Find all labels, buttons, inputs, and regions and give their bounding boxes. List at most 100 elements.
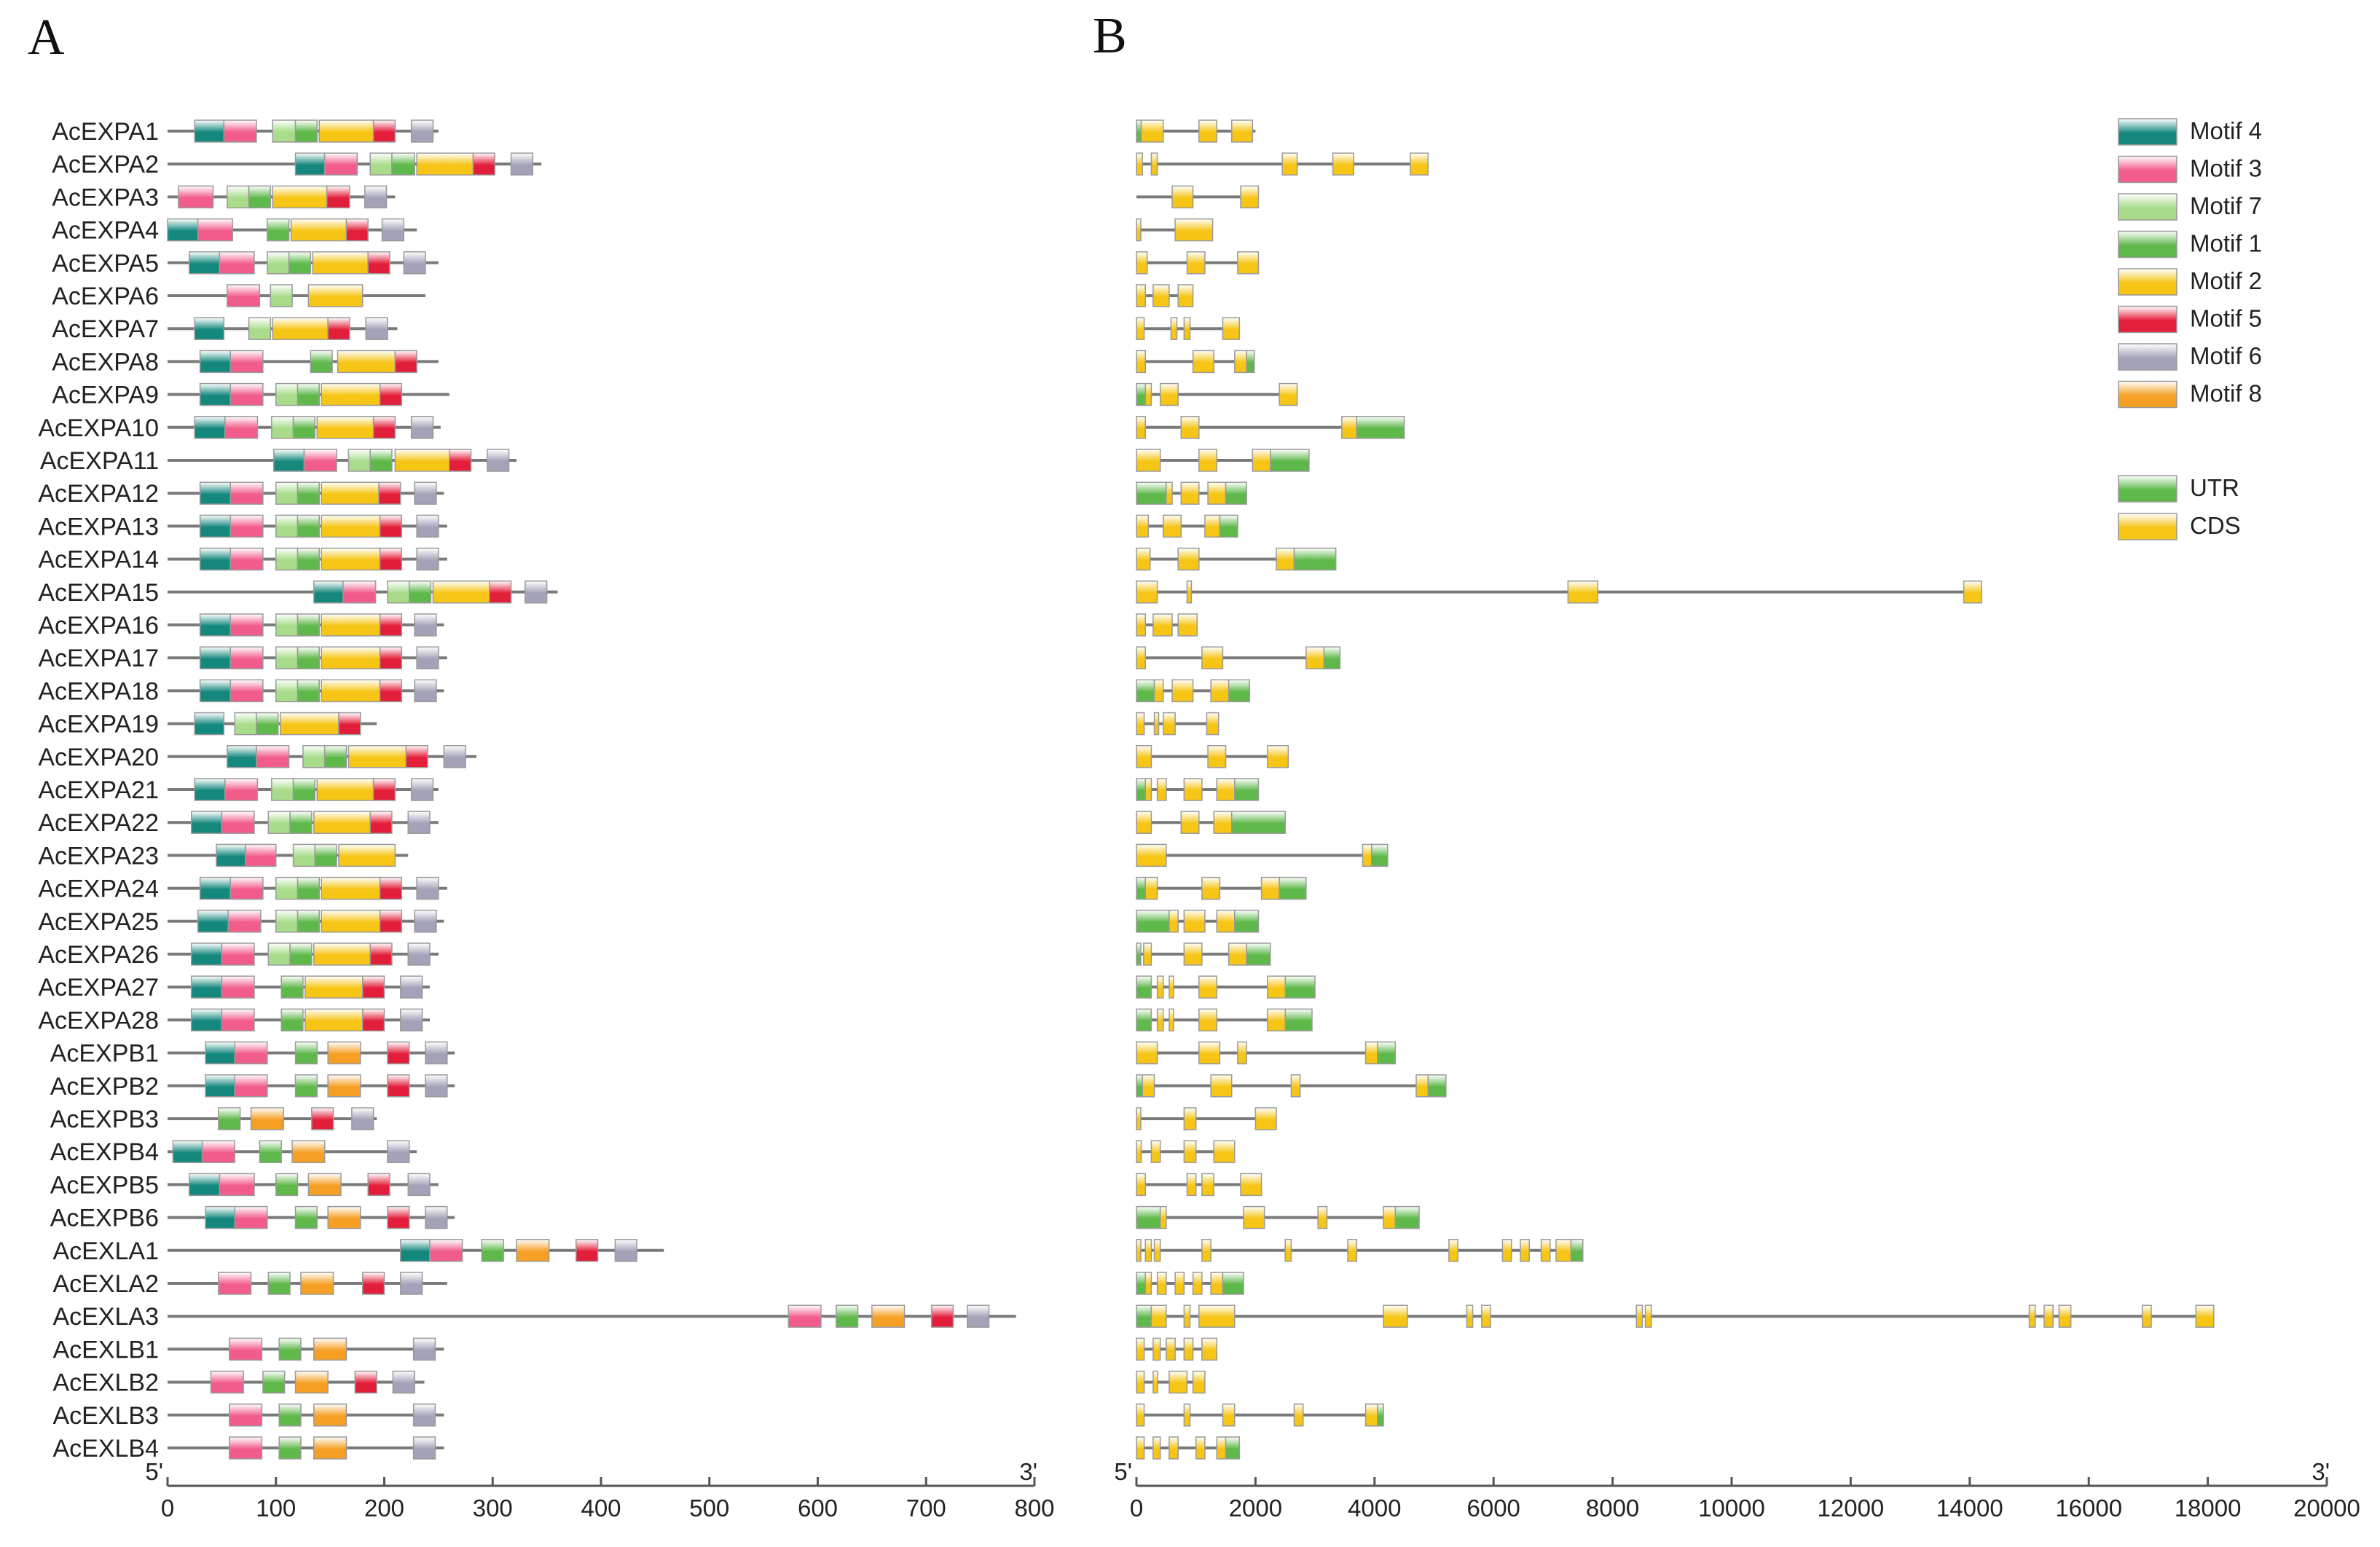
motif-row-acexpa11: AcEXPA11 (40, 447, 517, 475)
cds-exon (1279, 382, 1298, 406)
motif-6-box (381, 218, 405, 242)
motif-3-box (197, 218, 233, 242)
motif-row-acexpb3: AcEXPB3 (50, 1106, 377, 1133)
motif-2-box (290, 218, 347, 242)
motif-row-acexpa19: AcEXPA19 (38, 711, 377, 739)
cds-exon (1183, 1304, 1191, 1328)
tick-label: 800 (1014, 1495, 1054, 1522)
cds-exon (1448, 1239, 1458, 1262)
cds-exon (1142, 1074, 1155, 1098)
three-prime-label: 3' (1019, 1458, 1037, 1485)
motif-3-box (229, 1337, 263, 1361)
tick-label: 20000 (2293, 1495, 2360, 1522)
cds-exon (1198, 449, 1218, 472)
motif-3-box (229, 514, 264, 538)
cds-exon (1481, 1304, 1491, 1328)
motif-2-box (321, 679, 381, 703)
motif-4-box (227, 745, 257, 768)
motif-5-box (394, 350, 417, 374)
motif-row-acexpa26: AcEXPA26 (38, 941, 439, 969)
motif-1-box (278, 1436, 302, 1460)
legend-label: Motif 7 (2190, 192, 2262, 219)
cds-exon (1201, 1173, 1214, 1197)
motif-5-box (372, 119, 396, 143)
cds-exon (1166, 1337, 1176, 1361)
motif-8-box (294, 1370, 329, 1394)
cds-exon (1266, 745, 1289, 768)
structure-row-acexla1: AcEXLA1 (1136, 1239, 1584, 1262)
motif-row-acexla2: AcEXLA2 (52, 1270, 447, 1298)
motif-row-acexlb4: AcEXLB4 (52, 1435, 444, 1463)
motif-4-box (190, 1008, 223, 1032)
structure-row-acexpa5: AcEXPA5 (1136, 251, 1260, 275)
motif-1-box (296, 876, 320, 900)
gene-label: AcEXPA6 (52, 283, 159, 310)
tick-label: 2000 (1229, 1495, 1282, 1522)
structure-row-acexpb6: AcEXPB6 (1136, 1205, 1420, 1229)
motif-3-box (229, 1436, 263, 1460)
motif-row-acexpa15: AcEXPA15 (38, 579, 558, 607)
motif-1-box (296, 382, 320, 406)
cds-exon (1177, 547, 1200, 571)
motif-4-box (199, 613, 232, 637)
motif-row-acexpa20: AcEXPA20 (38, 744, 476, 771)
cds-exon (1169, 1008, 1174, 1032)
gene-label: AcEXPA20 (38, 744, 159, 771)
motif-3-box (221, 975, 255, 999)
utr-exon (1136, 910, 1170, 933)
gene-label: AcEXPB4 (50, 1138, 159, 1166)
motif-5-box (379, 514, 403, 538)
motif-5-box (489, 580, 512, 604)
cds-exon (1174, 1272, 1185, 1295)
cds-exon (1169, 1370, 1188, 1394)
cds-exon (2141, 1304, 2152, 1328)
motif-5-box (367, 1173, 390, 1197)
cds-exon (1305, 646, 1325, 669)
structure-row-acexpa15: AcEXPA15 (1136, 580, 1982, 604)
legend-swatch (2118, 513, 2177, 540)
motif-row-acexpa17: AcEXPA17 (38, 645, 447, 672)
motif-3-box (227, 284, 261, 307)
motif-7-box (267, 942, 291, 966)
cds-exon (1144, 876, 1158, 900)
structure-row-acexpa24: AcEXPA24 (1136, 876, 1307, 900)
motif-7-box (275, 646, 299, 669)
gene-label: AcEXPA1 (52, 118, 159, 146)
motif-4-box (199, 514, 232, 538)
gene-label: AcEXPA19 (38, 711, 159, 739)
gene-label: AcEXPB5 (50, 1171, 159, 1199)
utr-exon (1284, 975, 1316, 999)
motif-2-box (432, 580, 490, 604)
motif-5-box (387, 1074, 410, 1098)
utr-exon (1234, 778, 1260, 801)
gene-label: AcEXPA16 (38, 612, 159, 639)
motif-4-box (190, 975, 223, 999)
motif-5-box (379, 613, 403, 637)
panel-b-label: B (1093, 8, 1127, 64)
legend-label: Motif 3 (2190, 155, 2262, 182)
motif-row-acexpa21: AcEXPA21 (38, 776, 439, 804)
motif-1-box (289, 811, 313, 834)
motif-3-box (229, 876, 264, 900)
motif-3-box (229, 646, 264, 669)
motif-7-box (272, 119, 296, 143)
cds-exon (1143, 942, 1152, 966)
motif-6-box (400, 975, 423, 999)
cds-exon (2058, 1304, 2072, 1328)
cds-exon (1192, 1272, 1203, 1295)
tick-label: 700 (906, 1495, 946, 1522)
motif-6-box (407, 811, 431, 834)
utr-exon (1136, 481, 1167, 505)
motif-4-box (216, 843, 246, 867)
motif-panel: AcEXPA1 AcEXPA2 AcEXPA3 AcEXPA4 AcEXPA5 AcEXP… (38, 118, 1054, 1522)
cds-exon (1136, 1140, 1142, 1163)
motif-6-box (443, 745, 466, 768)
motif-1-box (323, 745, 347, 768)
motif-6-box (487, 449, 510, 472)
motif-row-acexpa2: AcEXPA2 (52, 151, 542, 178)
gene-label: AcEXPA17 (38, 645, 159, 672)
motif-row-acexpa10: AcEXPA10 (38, 414, 441, 442)
motif-2-box (307, 284, 364, 307)
cds-exon (1171, 679, 1194, 703)
motif-7-box (275, 876, 299, 900)
